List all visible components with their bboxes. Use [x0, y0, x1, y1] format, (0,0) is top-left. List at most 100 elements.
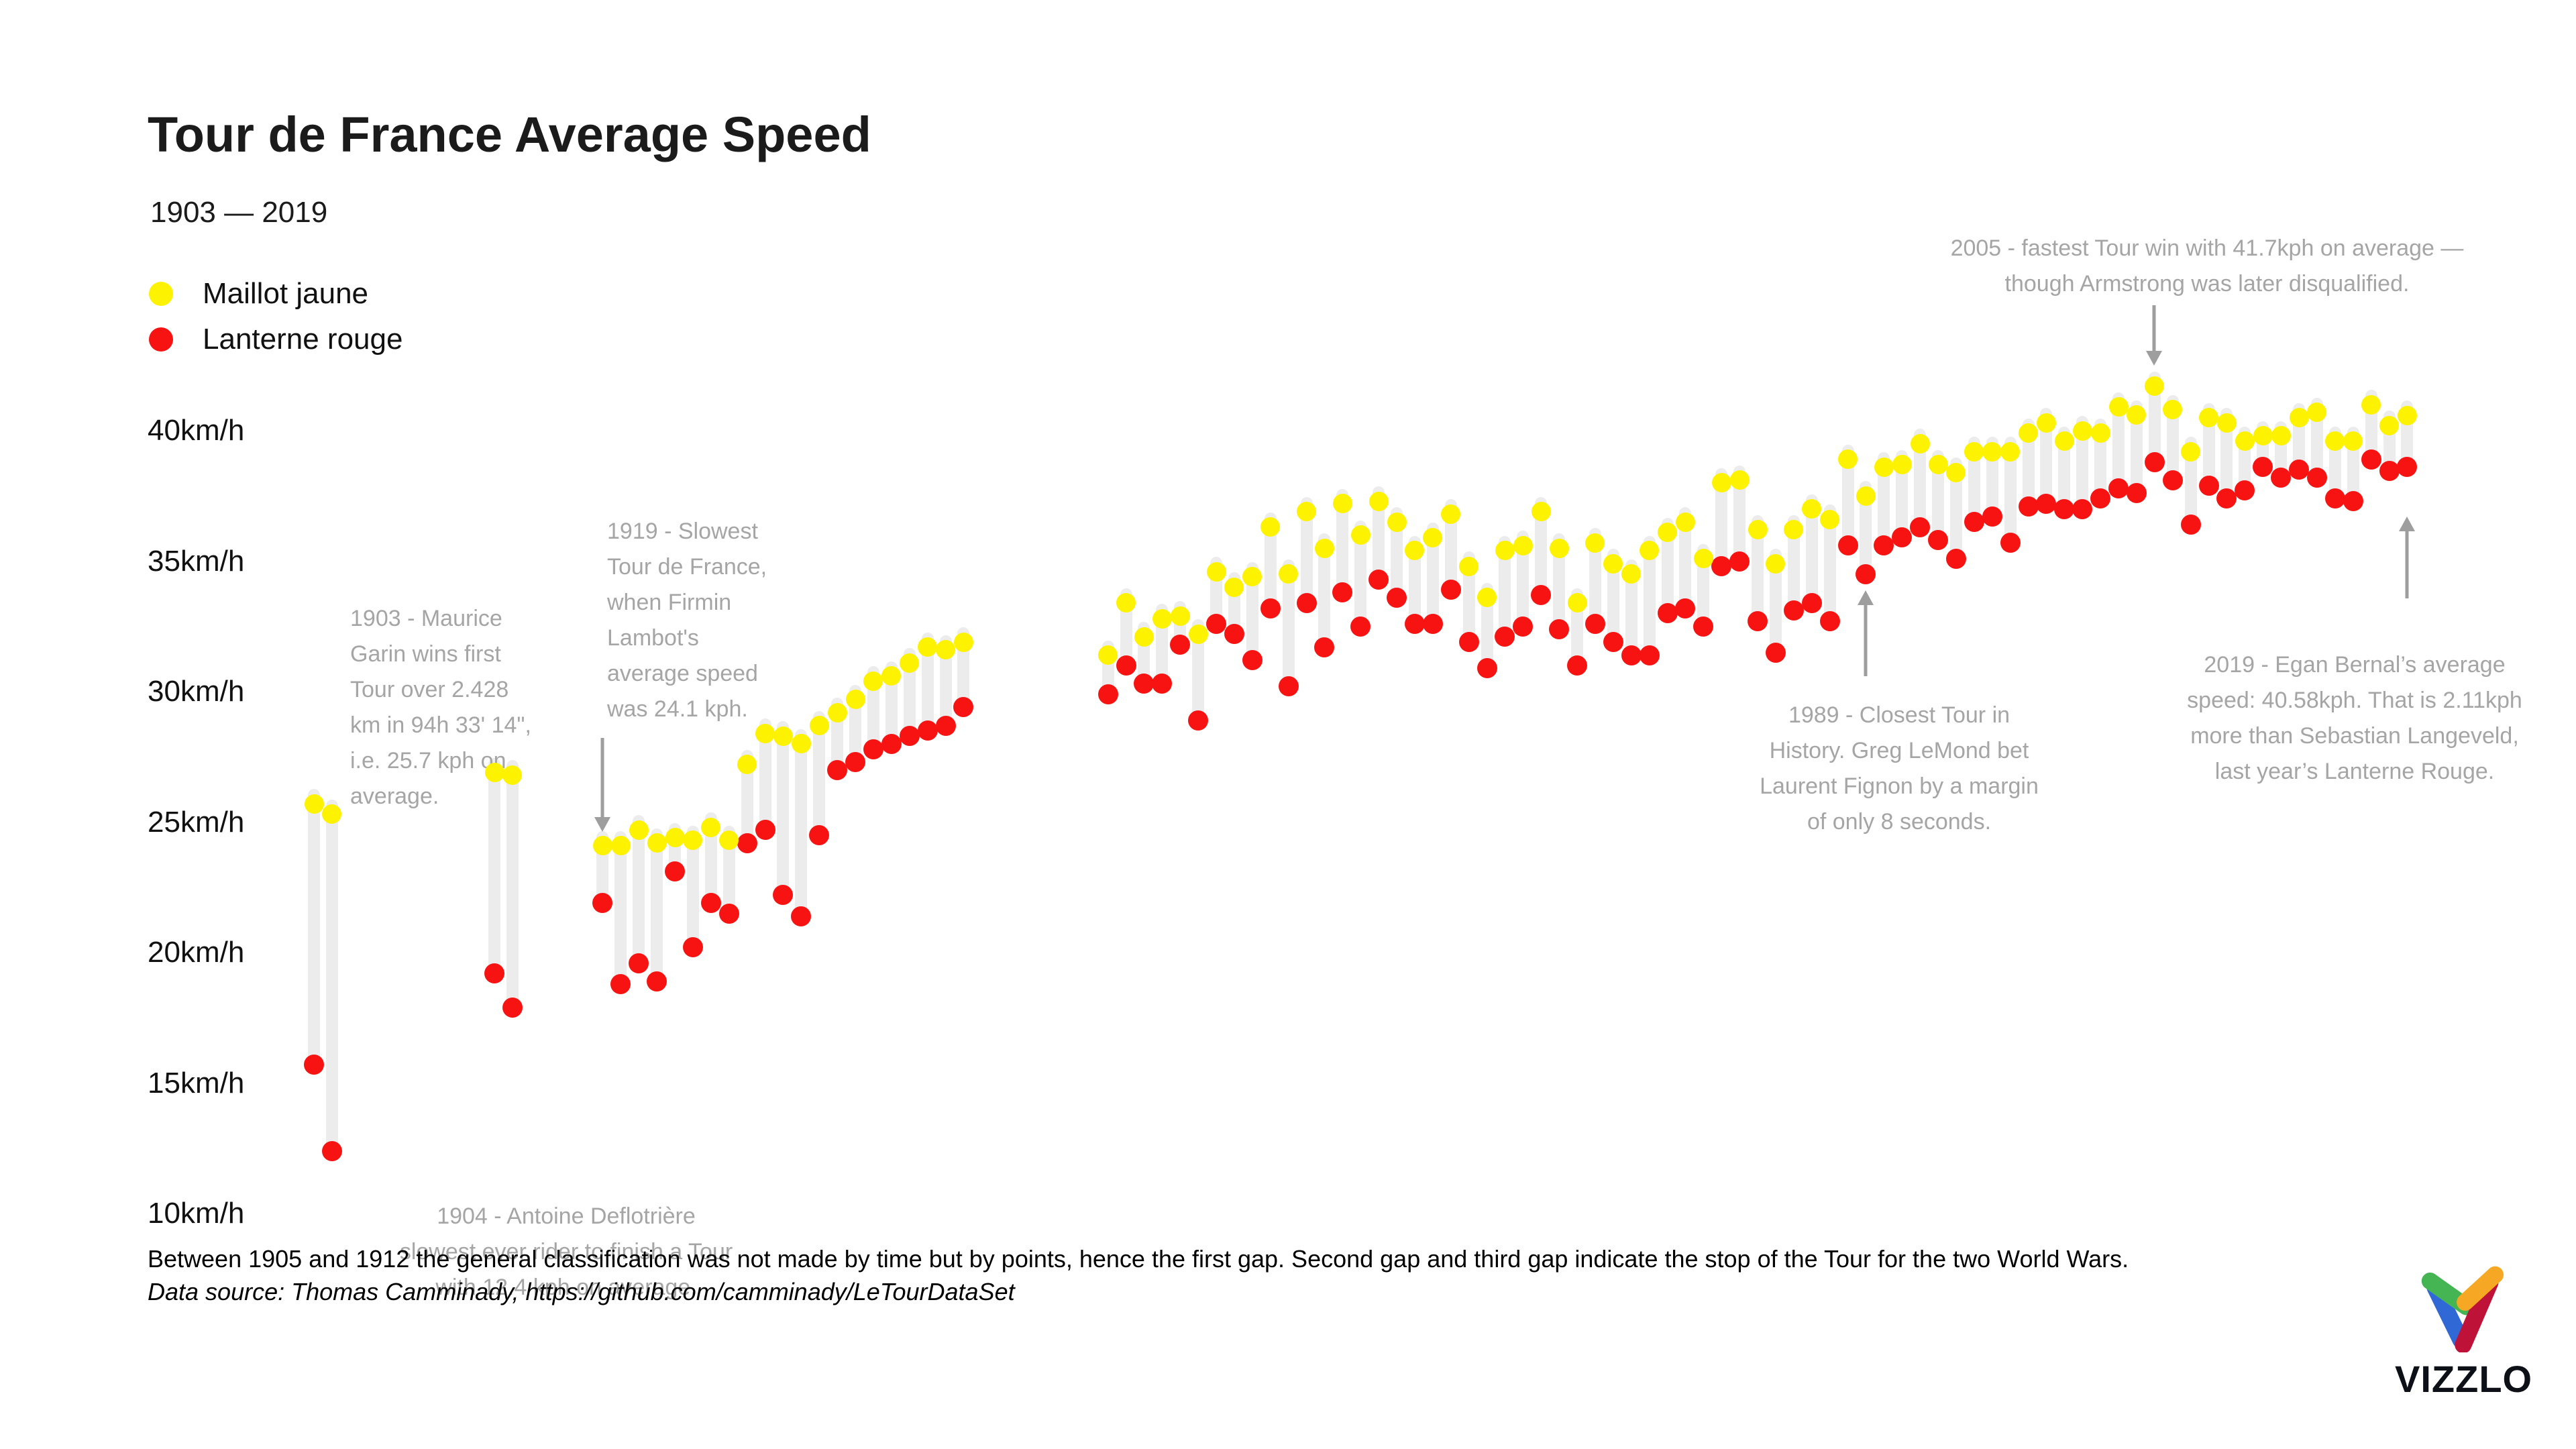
- year-bar-1965: [1426, 523, 1439, 629]
- maillot-jaune-dot-1959: [1314, 538, 1334, 558]
- maillot-jaune-dot-2000: [2054, 431, 2074, 451]
- maillot-jaune-dot-1965: [1423, 527, 1443, 547]
- year-bar-1969: [1499, 535, 1511, 643]
- lanterne-rouge-dot-1983: [1748, 610, 1768, 631]
- lanterne-rouge-dot-1978: [1657, 603, 1678, 624]
- maillot-jaune-dot-1929: [773, 726, 793, 746]
- year-bar-1987: [1823, 504, 1836, 627]
- maillot-jaune-dot-1971: [1531, 502, 1551, 522]
- maillot-jaune-dot-2001: [2072, 421, 2092, 441]
- legend-label-maillot-jaune: Maillot jaune: [203, 277, 369, 310]
- lanterne-rouge-dot-1955: [1242, 650, 1263, 671]
- maillot-jaune-dot-2016: [2343, 431, 2363, 451]
- year-bar-1970: [1517, 531, 1529, 632]
- lanterne-rouge-dot-1921: [629, 953, 649, 973]
- annotation-1903: 1903 - Maurice Garin wins first Tour ove…: [350, 606, 531, 809]
- year-bar-1930: [795, 729, 808, 922]
- footnote: Between 1905 and 1912 the general classi…: [148, 1245, 2129, 1273]
- maillot-jaune-dot-1983: [1748, 520, 1768, 540]
- lanterne-rouge-dot-2008: [2198, 475, 2219, 496]
- lanterne-rouge-dot-1994: [1945, 548, 1966, 569]
- y-tick-label-35: 35km/h: [148, 544, 245, 578]
- lanterne-rouge-dot-1974: [1585, 613, 1605, 634]
- lanterne-rouge-dot-1975: [1603, 632, 1623, 653]
- lanterne-rouge-dot-1992: [1910, 517, 1931, 537]
- year-bar-1977: [1643, 535, 1656, 661]
- annotation-arrow-1: [2146, 305, 2162, 366]
- maillot-jaune-dot-1927: [737, 755, 757, 775]
- annotation-arrow-0: [594, 738, 610, 832]
- lanterne-rouge-dot-1998: [2018, 496, 2039, 517]
- maillot-jaune-dot-1970: [1513, 535, 1533, 555]
- lanterne-rouge-dot-1950: [1152, 674, 1173, 694]
- year-bar-1904: [325, 799, 338, 1157]
- maillot-jaune-dot-1993: [1928, 455, 1948, 475]
- maillot-jaune-dot-2019: [2397, 405, 2417, 425]
- y-tick-label-15: 15km/h: [148, 1066, 245, 1099]
- legend-item-maillot-jaune: Maillot jaune: [149, 271, 402, 317]
- maillot-jaune-dot-1957: [1279, 564, 1299, 584]
- maillot-jaune-dot-icon: [149, 282, 173, 306]
- maillot-jaune-dot-2017: [2361, 394, 2381, 415]
- lanterne-rouge-dot-1966: [1440, 580, 1461, 600]
- lanterne-rouge-dot-1985: [1783, 600, 1804, 621]
- maillot-jaune-dot-1992: [1910, 433, 1930, 453]
- lanterne-rouge-dot-1937: [917, 720, 938, 741]
- maillot-jaune-dot-1980: [1693, 549, 1713, 569]
- lanterne-rouge-dot-2006: [2162, 470, 2183, 490]
- maillot-jaune-dot-1955: [1242, 567, 1263, 587]
- lanterne-rouge-dot-1928: [755, 820, 775, 841]
- year-bar-1924: [686, 825, 699, 953]
- lanterne-rouge-dot-1903: [304, 1055, 324, 1075]
- vizzlo-logo[interactable]: VIZZLO: [2395, 1258, 2532, 1401]
- lanterne-rouge-dot-1935: [881, 733, 902, 754]
- maillot-jaune-dot-1956: [1260, 517, 1281, 537]
- annotation-arrow-2: [1858, 590, 1874, 676]
- lanterne-rouge-dot-1936: [899, 726, 920, 747]
- annotation-2019: 2019 - Egan Bernal’s average speed: 40.5…: [2187, 652, 2522, 784]
- maillot-jaune-dot-1922: [647, 833, 667, 853]
- maillot-jaune-dot-1967: [1459, 556, 1479, 576]
- lanterne-rouge-dot-1922: [647, 971, 667, 991]
- lanterne-rouge-dot-1981: [1711, 556, 1732, 577]
- year-bar-1979: [1679, 507, 1692, 614]
- lanterne-rouge-dot-1959: [1314, 637, 1335, 657]
- maillot-jaune-dot-2014: [2307, 402, 2327, 423]
- maillot-jaune-dot-1913: [484, 763, 504, 783]
- year-bar-1988: [1841, 444, 1854, 551]
- maillot-jaune-dot-1924: [683, 830, 703, 851]
- lanterne-rouge-dot-1919: [592, 893, 613, 914]
- maillot-jaune-dot-1920: [610, 836, 631, 855]
- maillot-jaune-dot-1961: [1350, 525, 1371, 545]
- maillot-jaune-dot-1933: [845, 690, 865, 710]
- maillot-jaune-dot-1998: [2019, 423, 2038, 443]
- year-bar-1952: [1192, 619, 1205, 726]
- annotation-1989: 1989 - Closest Tour in History. Greg LeM…: [1760, 702, 2039, 835]
- maillot-jaune-dot-1904: [322, 804, 342, 824]
- maillot-jaune-dot-1991: [1892, 455, 1912, 475]
- lanterne-rouge-dot-1949: [1134, 674, 1155, 694]
- lanterne-rouge-dot-2001: [2072, 498, 2093, 519]
- lanterne-rouge-dot-2009: [2216, 488, 2237, 509]
- maillot-jaune-dot-2018: [2379, 415, 2399, 435]
- maillot-jaune-dot-1973: [1567, 593, 1587, 613]
- maillot-jaune-dot-1936: [900, 653, 920, 673]
- lanterne-rouge-dot-1965: [1422, 613, 1443, 634]
- lanterne-rouge-dot-1986: [1801, 592, 1822, 613]
- maillot-jaune-dot-1935: [881, 666, 902, 686]
- lanterne-rouge-dot-1924: [682, 937, 703, 958]
- maillot-jaune-dot-1950: [1152, 608, 1172, 629]
- year-bar-1956: [1264, 512, 1277, 614]
- year-bar-1992: [1914, 429, 1927, 533]
- year-bar-1976: [1625, 559, 1638, 661]
- lanterne-rouge-dot-1914: [502, 997, 523, 1018]
- year-bar-1974: [1589, 528, 1601, 629]
- lanterne-rouge-dot-1961: [1350, 616, 1371, 637]
- maillot-jaune-dot-2009: [2216, 413, 2237, 433]
- maillot-jaune-dot-1937: [918, 637, 938, 657]
- lanterne-rouge-dot-2003: [2108, 478, 2129, 498]
- lanterne-rouge-dot-1989: [1856, 564, 1876, 584]
- maillot-jaune-dot-1987: [1820, 509, 1840, 529]
- lanterne-rouge-dot-1968: [1477, 657, 1497, 678]
- year-bar-2004: [2130, 400, 2143, 499]
